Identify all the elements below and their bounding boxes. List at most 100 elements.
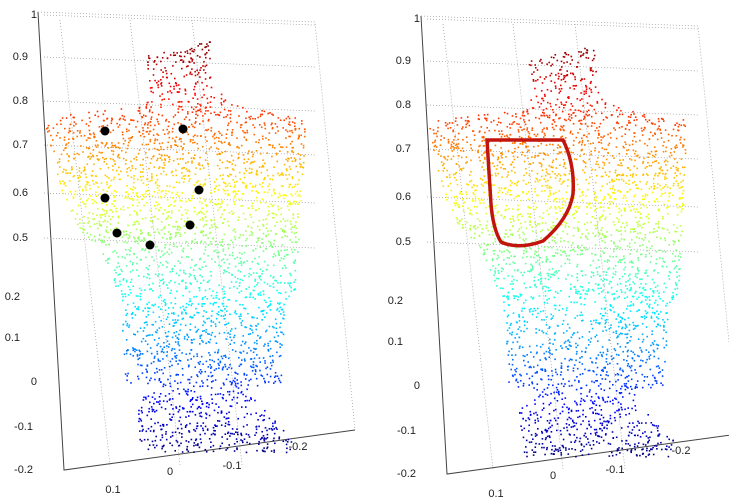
point	[147, 344, 149, 346]
point	[610, 327, 612, 329]
point	[280, 174, 282, 176]
point	[264, 451, 266, 453]
point	[244, 438, 246, 440]
point	[484, 132, 486, 134]
point	[180, 52, 182, 54]
point	[151, 101, 153, 103]
point	[282, 127, 284, 129]
y-tick-label: -0.2	[14, 464, 33, 476]
point	[133, 120, 135, 122]
point	[257, 323, 259, 325]
point	[601, 318, 603, 320]
point	[459, 193, 461, 195]
point	[138, 275, 140, 277]
point	[125, 249, 127, 251]
point	[160, 381, 162, 383]
point	[554, 418, 556, 420]
point	[190, 248, 192, 250]
point	[165, 433, 167, 435]
point	[609, 328, 611, 330]
point	[187, 161, 189, 163]
point	[163, 384, 165, 386]
point	[258, 294, 260, 296]
point	[145, 115, 147, 117]
point	[201, 371, 203, 373]
point	[96, 215, 98, 217]
point	[200, 438, 202, 440]
point	[619, 127, 621, 129]
point	[265, 137, 267, 139]
point	[189, 73, 191, 75]
point	[204, 66, 206, 68]
point	[589, 114, 591, 116]
point	[525, 183, 527, 185]
point	[171, 313, 173, 315]
point	[196, 374, 198, 376]
point	[255, 185, 257, 187]
point	[574, 441, 576, 443]
point	[293, 261, 295, 263]
point	[586, 136, 588, 138]
point	[569, 147, 571, 149]
point	[114, 269, 116, 271]
point	[173, 187, 175, 189]
point	[472, 130, 474, 132]
point	[549, 174, 551, 176]
point	[256, 366, 258, 368]
point	[656, 259, 658, 261]
point	[126, 185, 128, 187]
point	[288, 203, 290, 205]
point	[261, 127, 263, 129]
point	[135, 193, 137, 195]
point	[242, 442, 244, 444]
point	[522, 317, 524, 319]
point	[220, 266, 222, 268]
point	[227, 221, 229, 223]
point	[217, 165, 219, 167]
point	[433, 129, 435, 131]
point	[554, 398, 556, 400]
point	[643, 380, 645, 382]
point	[563, 332, 565, 334]
point	[198, 303, 200, 305]
point	[650, 288, 652, 290]
point	[120, 171, 122, 173]
point	[608, 144, 610, 146]
point	[200, 282, 202, 284]
point	[524, 121, 526, 123]
point	[182, 295, 184, 297]
point	[162, 142, 164, 144]
point	[520, 272, 522, 274]
point	[291, 151, 293, 153]
point	[578, 51, 580, 53]
point	[262, 186, 264, 188]
point	[568, 412, 570, 414]
point	[134, 222, 136, 224]
point	[450, 147, 452, 149]
point	[210, 372, 212, 374]
point	[162, 57, 164, 59]
point	[199, 447, 201, 449]
point	[499, 133, 501, 135]
point	[92, 175, 94, 177]
point	[64, 128, 66, 130]
point	[635, 291, 637, 293]
point	[232, 168, 234, 170]
point	[198, 312, 200, 314]
point	[178, 232, 180, 234]
point	[192, 397, 194, 399]
point	[506, 322, 508, 324]
point	[615, 274, 617, 276]
point	[298, 239, 300, 241]
point	[240, 261, 242, 263]
point	[246, 139, 248, 141]
point	[164, 247, 166, 249]
point	[618, 261, 620, 263]
point	[265, 427, 267, 429]
point	[629, 305, 631, 307]
point	[133, 236, 135, 238]
point	[494, 272, 496, 274]
point	[197, 148, 199, 150]
point	[536, 345, 538, 347]
point	[495, 207, 497, 209]
